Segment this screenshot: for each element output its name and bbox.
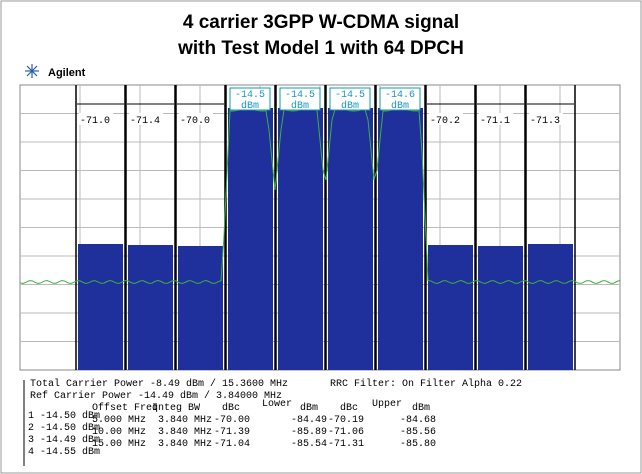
table-header: Lower xyxy=(262,399,292,410)
table-cell: 3.840 MHz xyxy=(158,427,212,438)
channel-label: -71.0 xyxy=(80,116,110,127)
table-cell: 15.00 MHz xyxy=(92,439,146,450)
label-box xyxy=(229,87,271,111)
total-power: Total Carrier Power -8.49 dBm / 15.3600 … xyxy=(30,378,288,390)
channel-bar xyxy=(228,108,273,370)
channel-bar xyxy=(478,246,523,370)
results-panel xyxy=(20,374,620,468)
channel-label: -71.4 xyxy=(130,116,160,127)
carrier-power: 3 -14.49 dBm xyxy=(28,434,100,446)
label-bg xyxy=(129,113,163,125)
label-bg xyxy=(479,113,513,125)
table-cell: 3.840 MHz xyxy=(158,439,212,450)
channel-unit: dBm xyxy=(341,100,359,112)
channel-unit: dBm xyxy=(391,100,409,112)
channel-label: -70.0 xyxy=(180,116,210,127)
table-cell: -84.68 xyxy=(400,415,436,426)
table-cell: 10.00 MHz xyxy=(92,427,146,438)
channel-label: -71.1 xyxy=(480,116,510,127)
label-box xyxy=(329,87,371,111)
table-cell: -84.49 xyxy=(291,415,327,426)
label-bg xyxy=(429,113,463,125)
channel-label: -71.3 xyxy=(530,116,560,127)
label-bg xyxy=(79,113,113,125)
table-cell: -71.39 xyxy=(214,427,250,438)
table-cell: -71.06 xyxy=(328,427,364,438)
channel-bar xyxy=(278,108,323,370)
channel-bar xyxy=(128,245,173,370)
table-cell: -85.54 xyxy=(291,439,327,450)
bars xyxy=(75,85,576,370)
carrier-power: 1 -14.50 dBm xyxy=(28,410,100,422)
title: 4 carrier 3GPP W-CDMA signal xyxy=(183,12,459,33)
ref-power: Ref Carrier Power -14.49 dBm / 3.84000 M… xyxy=(30,390,282,402)
table-header: Upper xyxy=(372,399,402,410)
channel-unit: dBm xyxy=(291,100,309,112)
table-cell: 5.000 MHz xyxy=(92,415,146,426)
channel-bar xyxy=(328,108,373,370)
table-header: dBc xyxy=(340,402,358,414)
table-cell: -85.56 xyxy=(400,427,436,438)
table-cell: -85.80 xyxy=(400,439,436,450)
table-header: dBm xyxy=(300,402,318,414)
label-bg xyxy=(179,113,213,125)
channel-label: -14.6 xyxy=(385,90,415,101)
label-bg xyxy=(529,113,563,125)
table-cell: -71.31 xyxy=(328,439,364,450)
trace xyxy=(19,108,621,285)
channel-label: -14.5 xyxy=(235,90,265,101)
table-header: dBm xyxy=(412,402,430,414)
channel-label: -14.5 xyxy=(285,90,315,101)
table-cell: -70.19 xyxy=(328,415,364,426)
channel-label: -70.2 xyxy=(430,116,460,127)
carrier-power: 2 -14.50 dBm xyxy=(28,422,100,434)
channel-unit: dBm xyxy=(241,100,259,112)
table-header: Offset Freq xyxy=(92,402,158,414)
carrier-power: 4 -14.55 dBm xyxy=(28,446,100,458)
channel-labels: -71.0 -71.4 -70.0-14.5dBm-14.5dBm-14.5dBm-… xyxy=(77,87,574,127)
table-cell: -71.04 xyxy=(214,439,250,450)
label-box xyxy=(379,87,421,111)
filter: RRC Filter: On Filter Alpha 0.22 xyxy=(330,378,522,390)
table-cell: 3.840 MHz xyxy=(158,415,212,426)
logo xyxy=(25,64,39,78)
channel-bar xyxy=(378,108,423,370)
channel-bar xyxy=(528,244,573,370)
table-header: dBc xyxy=(222,402,240,414)
title: with Test Model 1 with 64 DPCH xyxy=(177,38,464,59)
channel-bar xyxy=(78,244,123,370)
table-cell: -85.89 xyxy=(291,427,327,438)
channel-bar xyxy=(428,245,473,370)
brand: Agilent xyxy=(48,67,86,79)
channel-bar xyxy=(178,246,223,370)
table-header: Integ BW xyxy=(152,403,200,414)
label-box xyxy=(279,87,321,111)
channel-label: -14.5 xyxy=(335,90,365,101)
table-cell: -70.00 xyxy=(214,415,250,426)
